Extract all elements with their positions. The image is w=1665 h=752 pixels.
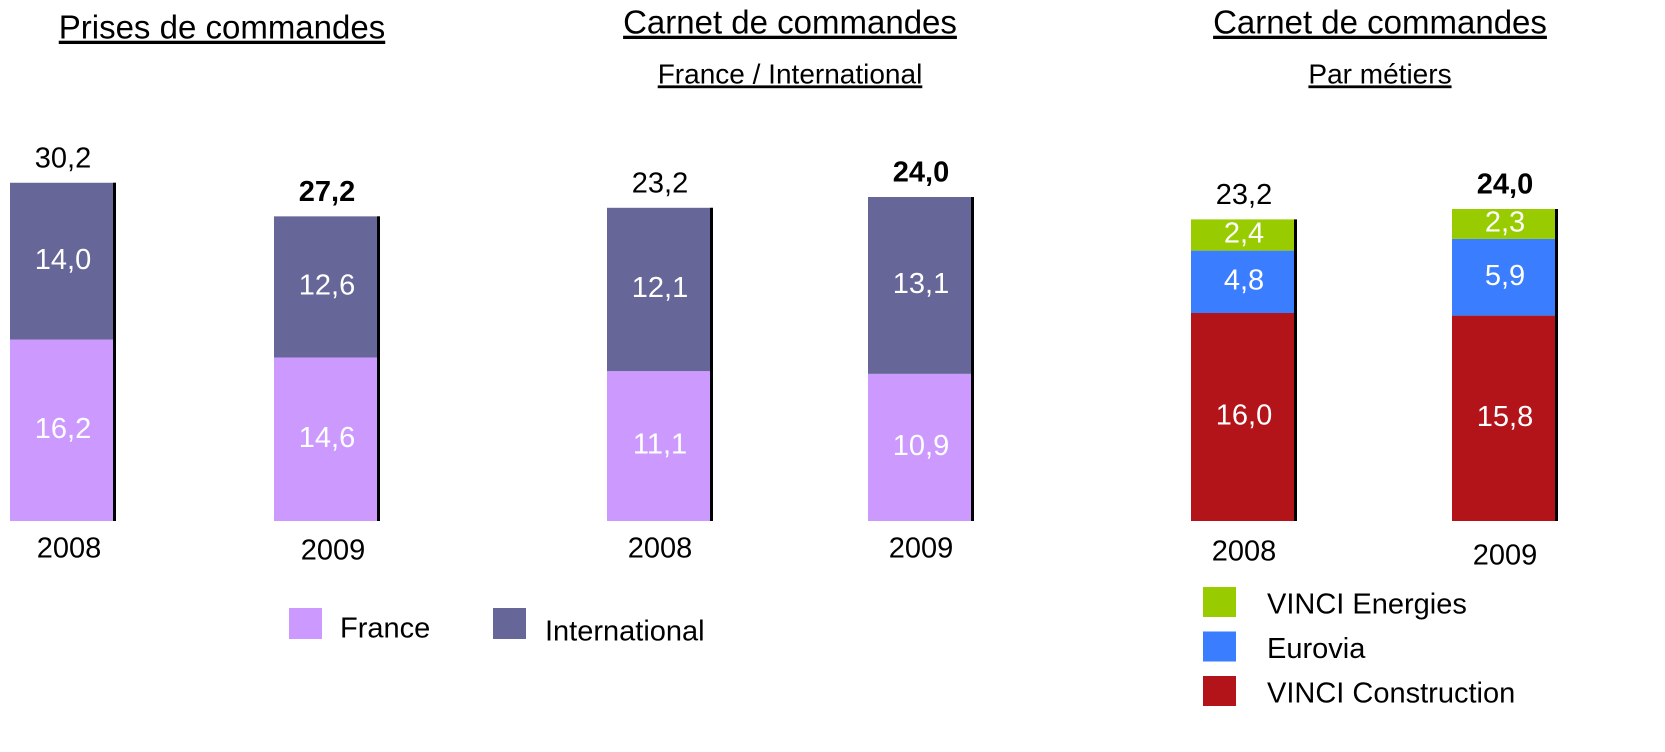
legend-swatch: [1203, 631, 1236, 662]
bar-shadow: [971, 197, 974, 521]
value-label: 16,2: [35, 413, 91, 445]
bar-shadow: [113, 182, 116, 521]
x-tick-label: 2008: [628, 533, 693, 565]
x-tick-label: 2009: [889, 533, 954, 565]
bar-segment: [10, 182, 116, 340]
total-label: 23,2: [632, 167, 688, 199]
value-label: 14,6: [299, 422, 355, 454]
value-label: 4,8: [1224, 264, 1264, 296]
chart-title: Carnet de commandes: [1213, 4, 1547, 41]
legend-label: VINCI Construction: [1267, 678, 1515, 710]
value-label: 2,4: [1224, 218, 1264, 250]
total-label: 24,0: [893, 157, 949, 189]
bar-segment: [868, 373, 974, 521]
bar-segment: [1452, 238, 1558, 316]
legend-label: VINCI Energies: [1267, 589, 1467, 621]
legend-label: Eurovia: [1267, 633, 1366, 665]
bar-segment: [10, 339, 116, 521]
bar-segment: [1452, 209, 1558, 239]
bar-shadow: [377, 216, 380, 522]
total-label: 23,2: [1216, 179, 1272, 211]
bar-segment: [1191, 313, 1297, 521]
total-label: 27,2: [299, 176, 355, 208]
x-tick-label: 2008: [37, 533, 102, 565]
chart-subtitle: Par métiers: [1308, 58, 1451, 89]
bar-shadow: [710, 207, 713, 522]
total-label: 24,0: [1477, 169, 1533, 201]
value-label: 2,3: [1485, 207, 1525, 239]
chart-title: Prises de commandes: [59, 9, 385, 46]
bar-shadow: [1294, 219, 1297, 521]
value-label: 16,0: [1216, 400, 1272, 432]
bar-segment: [274, 216, 380, 358]
legend-swatch: [1203, 676, 1236, 706]
bar-segment: [607, 207, 713, 372]
legend-swatch: [289, 608, 322, 639]
chart-subtitle: France / International: [658, 58, 923, 89]
value-label: 12,1: [632, 272, 688, 304]
chart-title: Carnet de commandes: [623, 4, 957, 41]
value-label: 11,1: [633, 429, 687, 461]
bar-segment: [1452, 315, 1558, 521]
bar-segment: [1191, 219, 1297, 251]
legend-label: International: [545, 616, 705, 648]
bar-segment: [1191, 250, 1297, 313]
x-tick-label: 2008: [1212, 536, 1277, 568]
bar-segment: [607, 371, 713, 521]
legend-label: France: [340, 613, 430, 645]
value-label: 12,6: [299, 270, 355, 302]
value-label: 15,8: [1477, 401, 1533, 433]
x-tick-label: 2009: [1473, 540, 1538, 572]
bar-shadow: [1555, 209, 1558, 521]
legend-swatch: [493, 608, 526, 639]
legend-swatch: [1203, 587, 1236, 617]
value-label: 10,9: [893, 430, 949, 462]
value-label: 5,9: [1485, 260, 1525, 292]
total-label: 30,2: [35, 142, 91, 174]
value-label: 14,0: [35, 244, 91, 276]
bar-segment: [868, 197, 974, 374]
value-label: 13,1: [893, 268, 949, 300]
x-tick-label: 2009: [301, 535, 366, 567]
bar-segment: [274, 357, 380, 521]
